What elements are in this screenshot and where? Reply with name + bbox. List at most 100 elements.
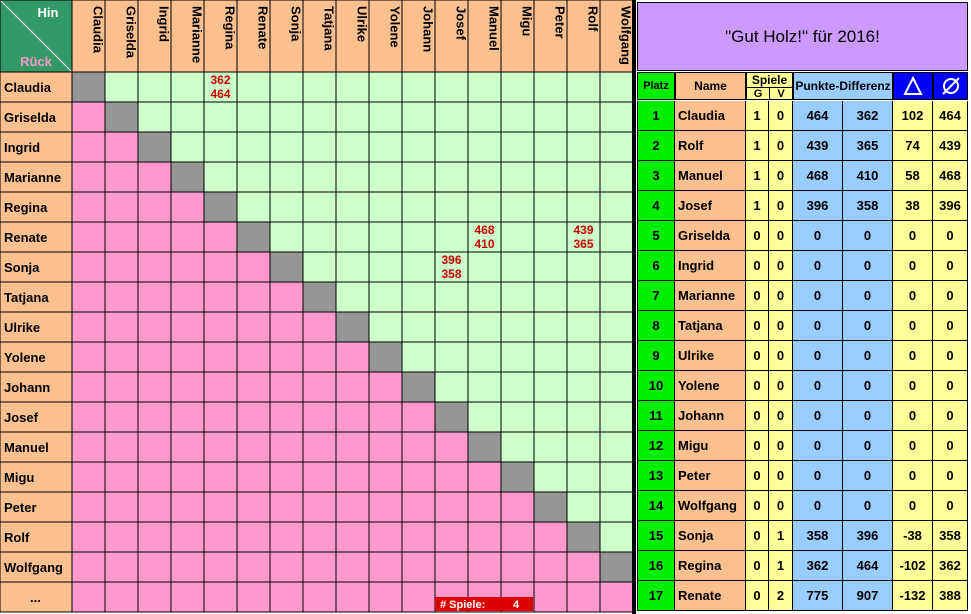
matrix-cell-diagonal[interactable] xyxy=(435,402,468,432)
matrix-cell[interactable] xyxy=(501,282,534,312)
matrix-cell[interactable] xyxy=(204,462,237,492)
matrix-cell[interactable] xyxy=(468,162,501,192)
matrix-cell[interactable] xyxy=(402,522,435,552)
matrix-cell[interactable] xyxy=(435,282,468,312)
matrix-cell[interactable] xyxy=(171,522,204,552)
matrix-cell[interactable] xyxy=(138,312,171,342)
matrix-cell[interactable] xyxy=(435,462,468,492)
matrix-cell[interactable] xyxy=(435,342,468,372)
matrix-cell[interactable] xyxy=(600,312,633,342)
matrix-cell[interactable] xyxy=(105,432,138,462)
matrix-cell[interactable] xyxy=(369,252,402,282)
matrix-cell[interactable] xyxy=(501,342,534,372)
matrix-cell[interactable] xyxy=(567,312,600,342)
matrix-cell[interactable] xyxy=(270,372,303,402)
matrix-cell[interactable] xyxy=(567,432,600,462)
matrix-cell[interactable] xyxy=(105,492,138,522)
matrix-cell[interactable] xyxy=(72,492,105,522)
matrix-cell[interactable] xyxy=(336,552,369,582)
matrix-cell[interactable] xyxy=(138,102,171,132)
matrix-cell[interactable] xyxy=(567,72,600,102)
matrix-cell[interactable] xyxy=(237,402,270,432)
matrix-cell[interactable] xyxy=(600,342,633,372)
matrix-cell[interactable] xyxy=(402,342,435,372)
matrix-cell[interactable] xyxy=(72,462,105,492)
matrix-cell[interactable] xyxy=(204,312,237,342)
matrix-cell[interactable] xyxy=(270,192,303,222)
matrix-cell[interactable] xyxy=(369,582,402,612)
matrix-cell[interactable] xyxy=(105,312,138,342)
matrix-cell[interactable] xyxy=(369,132,402,162)
matrix-cell[interactable] xyxy=(138,492,171,522)
matrix-cell[interactable] xyxy=(204,342,237,372)
matrix-cell[interactable] xyxy=(369,462,402,492)
matrix-cell[interactable] xyxy=(171,252,204,282)
matrix-cell[interactable] xyxy=(534,462,567,492)
matrix-cell[interactable] xyxy=(534,342,567,372)
matrix-cell[interactable] xyxy=(600,372,633,402)
matrix-cell[interactable] xyxy=(270,402,303,432)
matrix-cell[interactable] xyxy=(501,192,534,222)
matrix-cell[interactable] xyxy=(600,192,633,222)
matrix-cell[interactable] xyxy=(534,312,567,342)
matrix-cell[interactable] xyxy=(270,462,303,492)
matrix-cell[interactable] xyxy=(105,582,138,612)
matrix-cell[interactable] xyxy=(600,162,633,192)
matrix-cell[interactable] xyxy=(534,102,567,132)
matrix-cell[interactable] xyxy=(600,102,633,132)
matrix-cell[interactable] xyxy=(138,162,171,192)
matrix-cell[interactable] xyxy=(435,102,468,132)
matrix-cell[interactable] xyxy=(534,372,567,402)
matrix-cell[interactable] xyxy=(435,192,468,222)
matrix-cell[interactable] xyxy=(105,552,138,582)
matrix-cell[interactable] xyxy=(567,192,600,222)
matrix-cell[interactable] xyxy=(204,402,237,432)
matrix-cell[interactable] xyxy=(204,522,237,552)
matrix-cell[interactable] xyxy=(270,582,303,612)
matrix-cell[interactable] xyxy=(336,582,369,612)
matrix-cell[interactable] xyxy=(567,402,600,432)
matrix-cell[interactable] xyxy=(303,222,336,252)
matrix-cell[interactable] xyxy=(402,402,435,432)
matrix-cell[interactable] xyxy=(369,492,402,522)
matrix-cell[interactable] xyxy=(237,492,270,522)
matrix-cell[interactable] xyxy=(171,582,204,612)
matrix-cell[interactable] xyxy=(270,522,303,552)
matrix-cell-diagonal[interactable] xyxy=(72,72,105,102)
matrix-cell[interactable] xyxy=(237,552,270,582)
matrix-cell[interactable] xyxy=(303,372,336,402)
matrix-cell[interactable] xyxy=(600,582,633,612)
matrix-cell[interactable] xyxy=(468,132,501,162)
matrix-cell[interactable] xyxy=(270,72,303,102)
matrix-cell[interactable] xyxy=(303,432,336,462)
matrix-cell[interactable] xyxy=(435,222,468,252)
matrix-cell[interactable] xyxy=(270,312,303,342)
matrix-cell[interactable] xyxy=(171,312,204,342)
matrix-cell-diagonal[interactable] xyxy=(171,162,204,192)
matrix-cell[interactable] xyxy=(105,162,138,192)
matrix-cell[interactable] xyxy=(567,462,600,492)
matrix-cell[interactable] xyxy=(204,102,237,132)
matrix-cell[interactable] xyxy=(600,72,633,102)
matrix-cell[interactable] xyxy=(336,402,369,432)
matrix-cell-diagonal[interactable] xyxy=(468,432,501,462)
matrix-cell[interactable] xyxy=(600,462,633,492)
matrix-cell[interactable] xyxy=(204,282,237,312)
matrix-cell[interactable] xyxy=(105,522,138,552)
matrix-cell[interactable] xyxy=(501,102,534,132)
matrix-cell[interactable] xyxy=(402,192,435,222)
matrix-cell[interactable] xyxy=(567,162,600,192)
matrix-cell[interactable] xyxy=(567,252,600,282)
matrix-cell[interactable] xyxy=(204,432,237,462)
matrix-cell[interactable] xyxy=(600,132,633,162)
matrix-cell[interactable] xyxy=(270,102,303,132)
matrix-cell[interactable] xyxy=(138,402,171,432)
matrix-cell[interactable] xyxy=(468,252,501,282)
matrix-cell-diagonal[interactable] xyxy=(567,522,600,552)
matrix-cell[interactable] xyxy=(336,282,369,312)
matrix-cell[interactable] xyxy=(72,252,105,282)
matrix-cell[interactable] xyxy=(303,102,336,132)
matrix-cell[interactable] xyxy=(336,72,369,102)
matrix-cell[interactable] xyxy=(270,162,303,192)
matrix-cell[interactable] xyxy=(369,432,402,462)
